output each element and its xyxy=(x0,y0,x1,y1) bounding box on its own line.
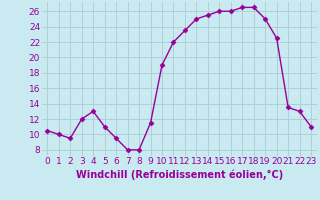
X-axis label: Windchill (Refroidissement éolien,°C): Windchill (Refroidissement éolien,°C) xyxy=(76,169,283,180)
